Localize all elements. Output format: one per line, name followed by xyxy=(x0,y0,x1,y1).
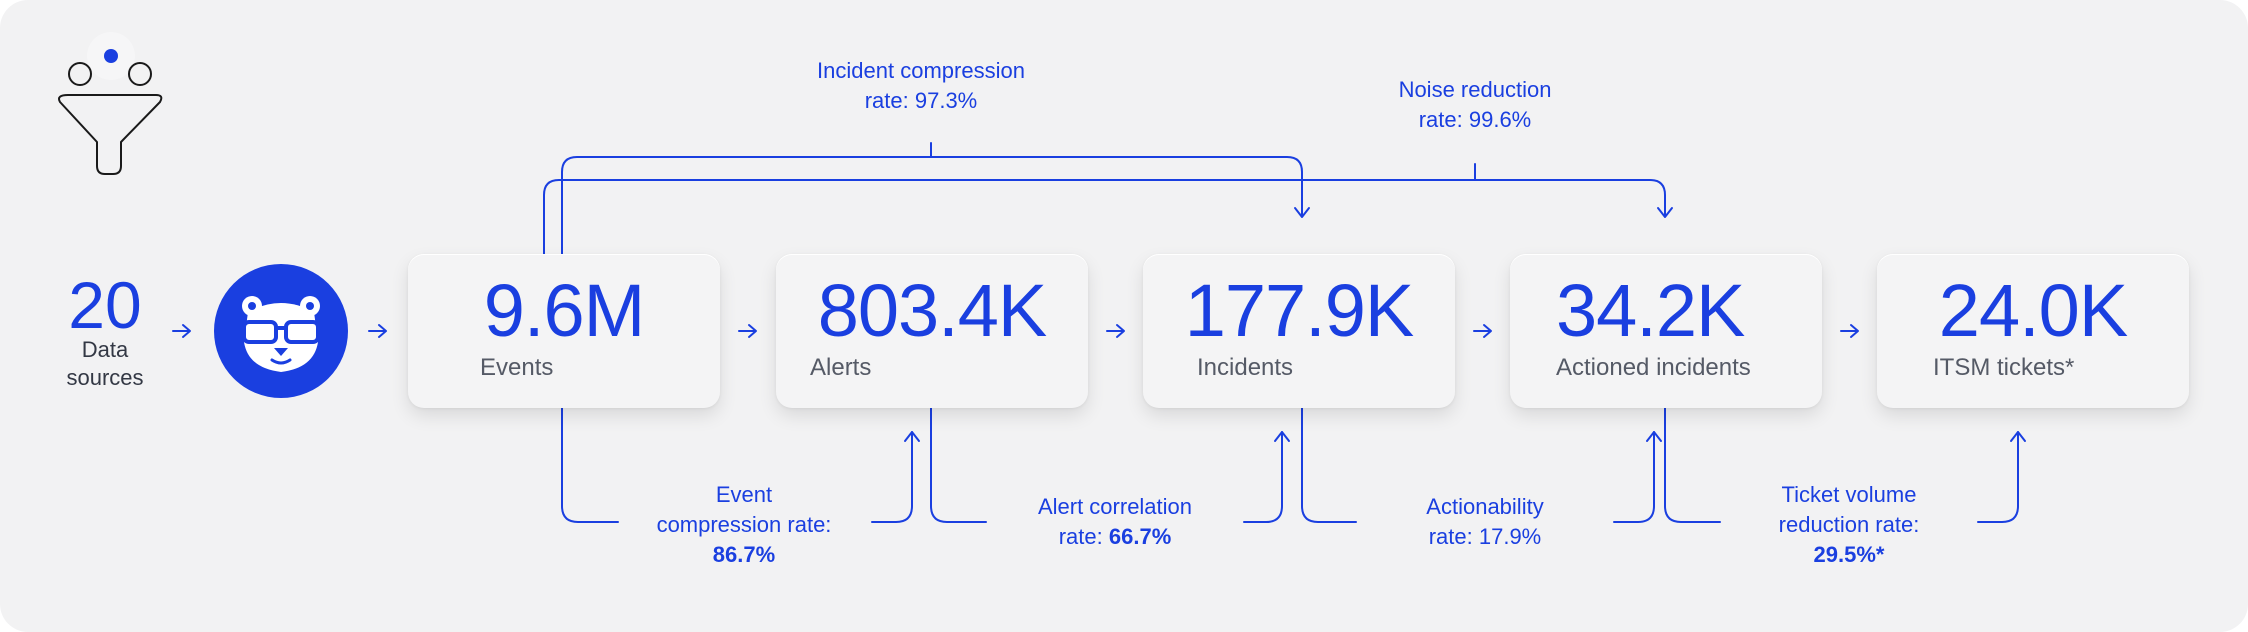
noise-reduction-arrowhead xyxy=(1657,207,1673,218)
annotation-line: rate: 66.7% xyxy=(994,522,1236,552)
annotation-line: rate: 97.3% xyxy=(864,88,978,113)
stage-value: 177.9K xyxy=(1184,269,1415,352)
stage-label: ITSM tickets* xyxy=(1933,354,2075,381)
annotation-line: Event xyxy=(715,482,773,507)
actionability-connector-left xyxy=(1301,407,1357,523)
annotation-value: 66.7% xyxy=(1108,524,1172,549)
annotation-line: Alert correlation xyxy=(1037,494,1193,519)
flow-arrow-5 xyxy=(1473,324,1492,338)
annotation-line: compression rate: xyxy=(656,512,832,537)
event-compression-connector-left xyxy=(561,407,619,523)
data-sources-label-line1: Data xyxy=(81,337,129,362)
incident-compression-arrowhead xyxy=(1294,207,1310,218)
actionability-annotation: Actionability rate: 17.9% xyxy=(1362,492,1608,552)
ticket-volume-arrowhead xyxy=(2010,431,2026,442)
annotation-prefix: rate: xyxy=(1058,524,1109,549)
annotation-line: rate: 17.9% xyxy=(1428,524,1542,549)
flow-arrow-4 xyxy=(1106,324,1125,338)
stage-card-events: 9.6M Events xyxy=(408,254,720,408)
stage-value: 9.6M xyxy=(483,269,646,352)
funnel-icon xyxy=(58,32,163,175)
incident-compression-connector xyxy=(561,156,1303,255)
stage-value: 24.0K xyxy=(1938,269,2128,352)
stage-label: Alerts xyxy=(810,354,872,381)
annotation-value: 86.7% xyxy=(712,542,776,567)
stage-value: 803.4K xyxy=(817,269,1048,352)
stage-label: Actioned incidents xyxy=(1556,354,1751,381)
stage-card-alerts: 803.4K Alerts xyxy=(776,254,1088,408)
flow-arrow-3 xyxy=(738,324,757,338)
alert-correlation-annotation: Alert correlation rate: 66.7% xyxy=(994,492,1236,552)
ticket-volume-connector-right xyxy=(1977,431,2019,523)
annotation-line: Incident compression xyxy=(817,58,1025,83)
noise-reduction-connector xyxy=(543,179,1666,255)
flow-arrow-6 xyxy=(1840,324,1859,338)
stage-card-itsm-tickets: 24.0K ITSM tickets* xyxy=(1877,254,2189,408)
stage-label: Incidents xyxy=(1197,354,1294,381)
annotation-value: 29.5%* xyxy=(1813,542,1885,567)
data-sources-count: 20 xyxy=(68,268,142,342)
data-sources-label-line2: sources xyxy=(66,365,144,390)
event-compression-annotation: Event compression rate: 86.7% xyxy=(624,480,864,570)
noise-reduction-annotation: Noise reduction rate: 99.6% xyxy=(1340,75,1610,135)
alert-correlation-arrowhead xyxy=(1274,431,1290,442)
event-compression-connector-right xyxy=(871,431,913,523)
annotation-line: rate: 99.6% xyxy=(1418,107,1532,132)
alert-correlation-connector-right xyxy=(1243,431,1283,523)
stage-label: Events xyxy=(480,354,554,381)
incident-compression-annotation: Incident compression rate: 97.3% xyxy=(770,56,1072,116)
event-compression-arrowhead xyxy=(904,431,920,442)
data-sources-label: Data sources xyxy=(52,336,158,392)
annotation-line: Ticket volume xyxy=(1781,482,1917,507)
annotation-line: Noise reduction xyxy=(1398,77,1552,102)
actionability-arrowhead xyxy=(1646,431,1662,442)
alert-correlation-connector-left xyxy=(930,407,987,523)
annotation-line: reduction rate: xyxy=(1778,512,1920,537)
panda-glasses-logo-icon xyxy=(214,264,348,398)
annotation-line: Actionability xyxy=(1426,494,1544,519)
actionability-connector-right xyxy=(1613,431,1655,523)
stage-value: 34.2K xyxy=(1556,269,1745,352)
stage-card-actioned-incidents: 34.2K Actioned incidents xyxy=(1510,254,1822,408)
flow-arrow-1 xyxy=(172,324,191,338)
ticket-volume-annotation: Ticket volume reduction rate: 29.5%* xyxy=(1726,480,1972,570)
stage-card-incidents: 177.9K Incidents xyxy=(1143,254,1455,408)
ticket-volume-connector-left xyxy=(1664,407,1721,523)
flow-arrow-2 xyxy=(368,324,387,338)
